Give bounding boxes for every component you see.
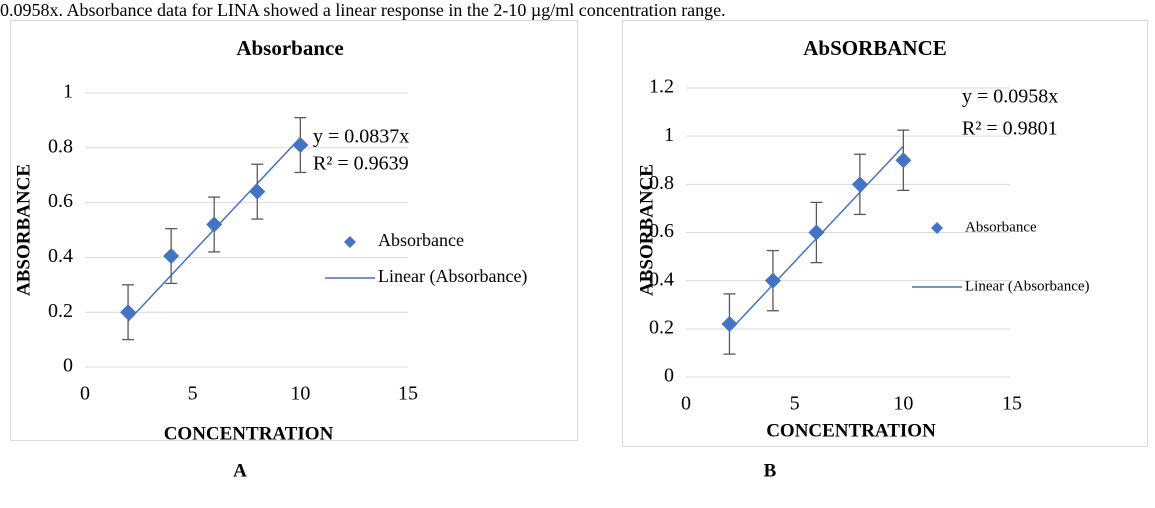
data-point [895, 152, 912, 169]
y-axis-label: ABSORBANCE [636, 164, 657, 296]
data-point [292, 137, 309, 154]
x-tick-label: 0 [681, 393, 691, 415]
data-point [206, 216, 223, 233]
y-tick-label: 0.6 [48, 190, 73, 212]
trend-equation: y = 0.0958x [962, 86, 1058, 108]
panel-label: A [233, 460, 247, 481]
data-point [808, 224, 825, 241]
panel-label: B [764, 460, 777, 481]
y-tick-label: 1 [664, 124, 674, 146]
trend-r2: R² = 0.9639 [313, 153, 409, 175]
x-tick-label: 5 [790, 393, 800, 415]
data-point [764, 272, 781, 289]
chart-frame [622, 20, 1148, 447]
y-tick-label: 0.2 [649, 316, 674, 338]
legend-label: Absorbance [378, 230, 464, 250]
chart-title: Absorbance [236, 36, 343, 60]
x-axis-label: CONCENTRATION [766, 420, 936, 441]
body-text: 0.0958x. Absorbance data for LINA showed… [0, 0, 726, 20]
x-tick-label: 15 [398, 383, 418, 405]
x-tick-label: 10 [893, 393, 913, 415]
legend-label: Absorbance [965, 219, 1037, 235]
y-tick-label: 0.4 [649, 268, 674, 290]
legend-label: Linear (Absorbance) [965, 278, 1090, 294]
legend-label: Linear (Absorbance) [378, 266, 527, 287]
x-tick-label: 10 [290, 383, 310, 405]
y-tick-label: 0.6 [649, 220, 674, 242]
data-point [163, 248, 180, 265]
x-axis-label: CONCENTRATION [164, 423, 334, 444]
legend-marker [344, 236, 356, 248]
trend-equation: y = 0.0837x [313, 126, 409, 148]
y-tick-label: 0.4 [48, 245, 73, 267]
data-point [120, 304, 137, 321]
y-tick-label: 1 [63, 81, 73, 103]
legend-marker [931, 222, 943, 234]
y-tick-label: 0 [63, 355, 73, 377]
y-tick-label: 1.2 [649, 76, 674, 98]
y-tick-label: 0.8 [48, 135, 73, 157]
chart-title: AbSORBANCE [803, 36, 947, 60]
y-tick-label: 0 [664, 365, 674, 387]
x-tick-label: 15 [1002, 393, 1022, 415]
x-tick-label: 5 [188, 383, 198, 405]
trend-r2: R² = 0.9801 [962, 118, 1058, 140]
y-tick-label: 0.8 [649, 172, 674, 194]
data-point [721, 316, 738, 333]
x-tick-label: 0 [80, 383, 90, 405]
data-point [249, 183, 266, 200]
y-axis-label: ABSORBANCE [13, 164, 34, 296]
chart-frame [10, 20, 578, 441]
data-point [851, 176, 868, 193]
y-tick-label: 0.2 [48, 300, 73, 322]
